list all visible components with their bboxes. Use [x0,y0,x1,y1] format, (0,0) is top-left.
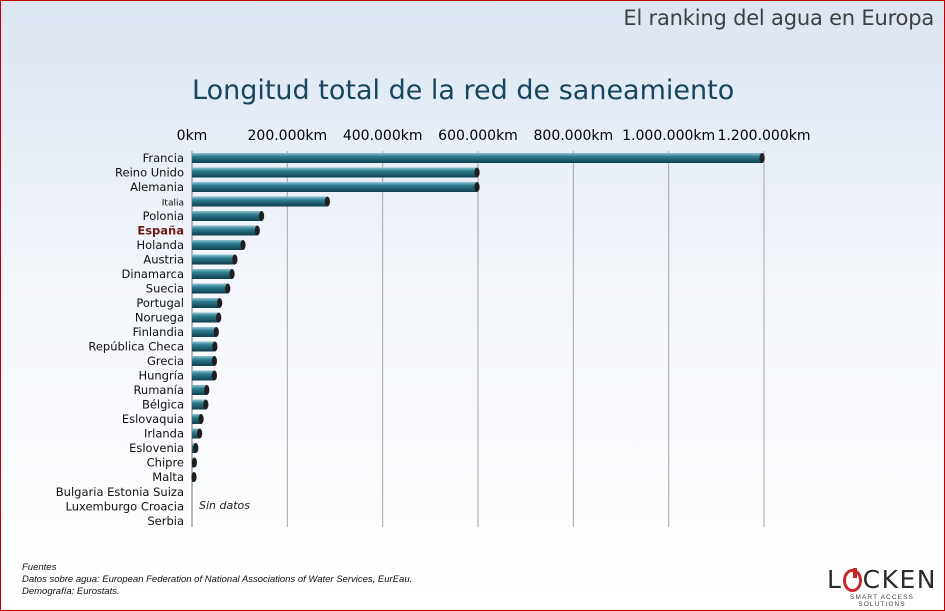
bar [192,327,217,337]
sources-note: Fuentes Datos sobre agua: European Feder… [22,562,412,598]
logo-o-icon [843,567,862,592]
category-label: Malta [152,470,184,484]
bar [192,385,207,395]
x-tick-label: 400.000km [343,128,423,144]
bar-end-cap [211,356,218,366]
bar [192,240,244,250]
bar-end-cap [232,254,238,265]
bar [192,196,328,207]
category-label: Hungría [139,369,185,383]
bar-end-cap [474,182,480,192]
bar [192,269,233,279]
no-data-country-label: Serbia [147,514,184,528]
category-label: Francia [143,151,184,165]
chart-title: Longitud total de la red de saneamiento [192,75,735,106]
bar [192,182,478,192]
category-label: Eslovenia [129,441,184,455]
x-tick-label: 800.000km [534,128,614,144]
category-label: Suecia [146,282,184,296]
bar-end-cap [229,269,235,279]
x-tick-label: 0km [177,128,208,144]
bar-end-cap [254,225,260,236]
category-label: Portugal [136,296,184,310]
header-title: El ranking del agua en Europa [623,6,934,30]
bar-end-cap [217,298,223,308]
category-label: Finlandia [133,325,184,339]
bar-end-cap [759,153,765,163]
bar-end-cap [213,327,219,337]
category-label: Polonia [143,209,184,223]
bar-end-cap [193,443,199,453]
bar-end-cap [474,167,480,178]
logo-wordmark: L CKEN [827,565,937,594]
category-label: Alemania [130,180,184,194]
category-label: Grecia [147,354,184,368]
bar [192,254,235,265]
bar-end-cap [216,312,222,323]
category-label: Italia [162,199,184,209]
bar-end-cap [225,283,231,294]
x-tick-label: 1.000.000km [622,128,715,144]
category-label: Austria [143,253,184,267]
category-label: Bélgica [142,398,184,412]
category-label: Irlanda [144,427,184,441]
no-data-country-label: Luxemburgo Croacia [66,500,184,514]
x-tick-label: 1.200.000km [718,128,811,144]
bar-end-cap [324,196,330,207]
logo-tagline: SMART ACCESS SOLUTIONS [850,594,914,608]
category-label: Noruega [135,311,184,325]
bar-end-cap [191,472,197,482]
bar-end-cap [203,399,209,410]
bar-end-cap [212,341,218,352]
x-tick-label: 200.000km [248,128,328,144]
bar-end-cap [240,240,246,250]
bar [192,312,219,323]
category-label: Holanda [136,238,184,252]
bar-end-cap [191,457,197,468]
category-label: República Checa [88,340,184,354]
bar-end-cap [204,385,210,395]
bar-chart: 0km 200.000km 400.000km 600.000km 800.000km 1… [56,128,811,528]
sources-line: Demografía: Eurostats. [22,586,120,597]
category-label: Chipre [147,456,184,470]
bar [192,370,215,381]
bar [192,399,206,410]
bar [192,283,228,294]
bar [192,153,763,163]
bar [192,225,258,236]
bar [192,211,262,221]
bar [192,356,215,366]
bar-end-cap [258,211,265,221]
category-label: Rumanía [133,383,184,397]
bar [192,414,202,424]
no-data-note: Sin datos [199,499,250,512]
no-data-country-label: Bulgaria Estonia Suiza [56,485,184,499]
sources-line: Fuentes [22,562,57,573]
x-tick-label: 600.000km [438,128,518,144]
category-label: Eslovaquia [122,412,184,426]
bar-end-cap [197,428,203,439]
category-label: Dinamarca [122,267,184,281]
sources-line: Datos sobre agua: European Federation of… [22,574,413,585]
category-label: España [137,224,184,238]
locken-logo: L CKEN SMART ACCESS SOLUTIONS [827,565,937,609]
bar [192,341,215,352]
bar [192,428,200,439]
bar [192,298,220,308]
category-label: Reino Unido [115,166,184,180]
bar [192,167,478,178]
bar-end-cap [211,370,218,381]
bar-end-cap [198,414,204,424]
